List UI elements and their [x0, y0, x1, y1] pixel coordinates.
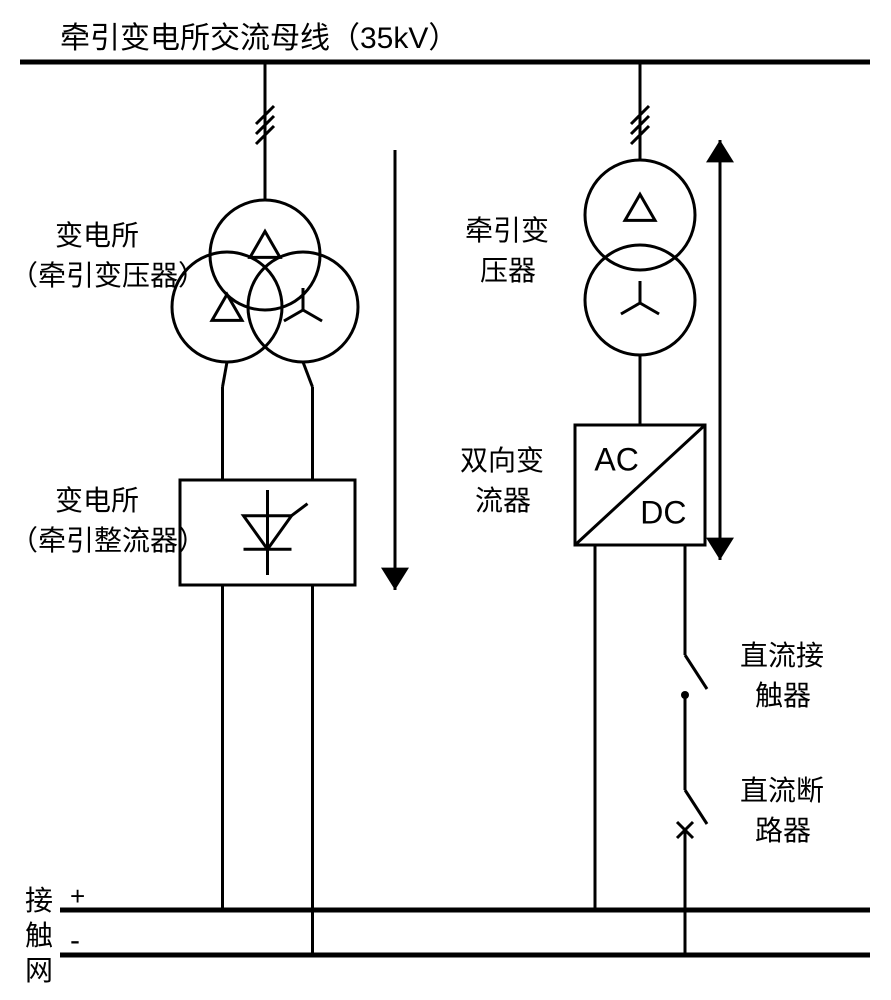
converter-ac: AC — [594, 442, 638, 478]
label: 双向变 — [460, 445, 544, 476]
label: 路器 — [755, 815, 811, 846]
label: 压器 — [480, 255, 536, 286]
label: 变电所 — [55, 220, 139, 251]
dc-bus-label: 网 — [25, 955, 53, 986]
label: 牵引变 — [465, 215, 549, 246]
label: 流器 — [475, 485, 531, 516]
dc-bus-label: 接 — [25, 885, 53, 916]
label: （牵引变压器） — [10, 260, 206, 291]
label: 触器 — [755, 680, 811, 711]
dc-bus-label: 触 — [25, 920, 53, 951]
dc-minus: - — [70, 924, 80, 957]
label: （牵引整流器） — [10, 525, 206, 556]
label: 直流接 — [740, 640, 824, 671]
title: 牵引变电所交流母线（35kV） — [60, 22, 458, 55]
dc-plus: + — [70, 881, 85, 911]
label: 变电所 — [55, 485, 139, 516]
label: 直流断 — [740, 775, 824, 806]
converter-dc: DC — [640, 494, 686, 530]
